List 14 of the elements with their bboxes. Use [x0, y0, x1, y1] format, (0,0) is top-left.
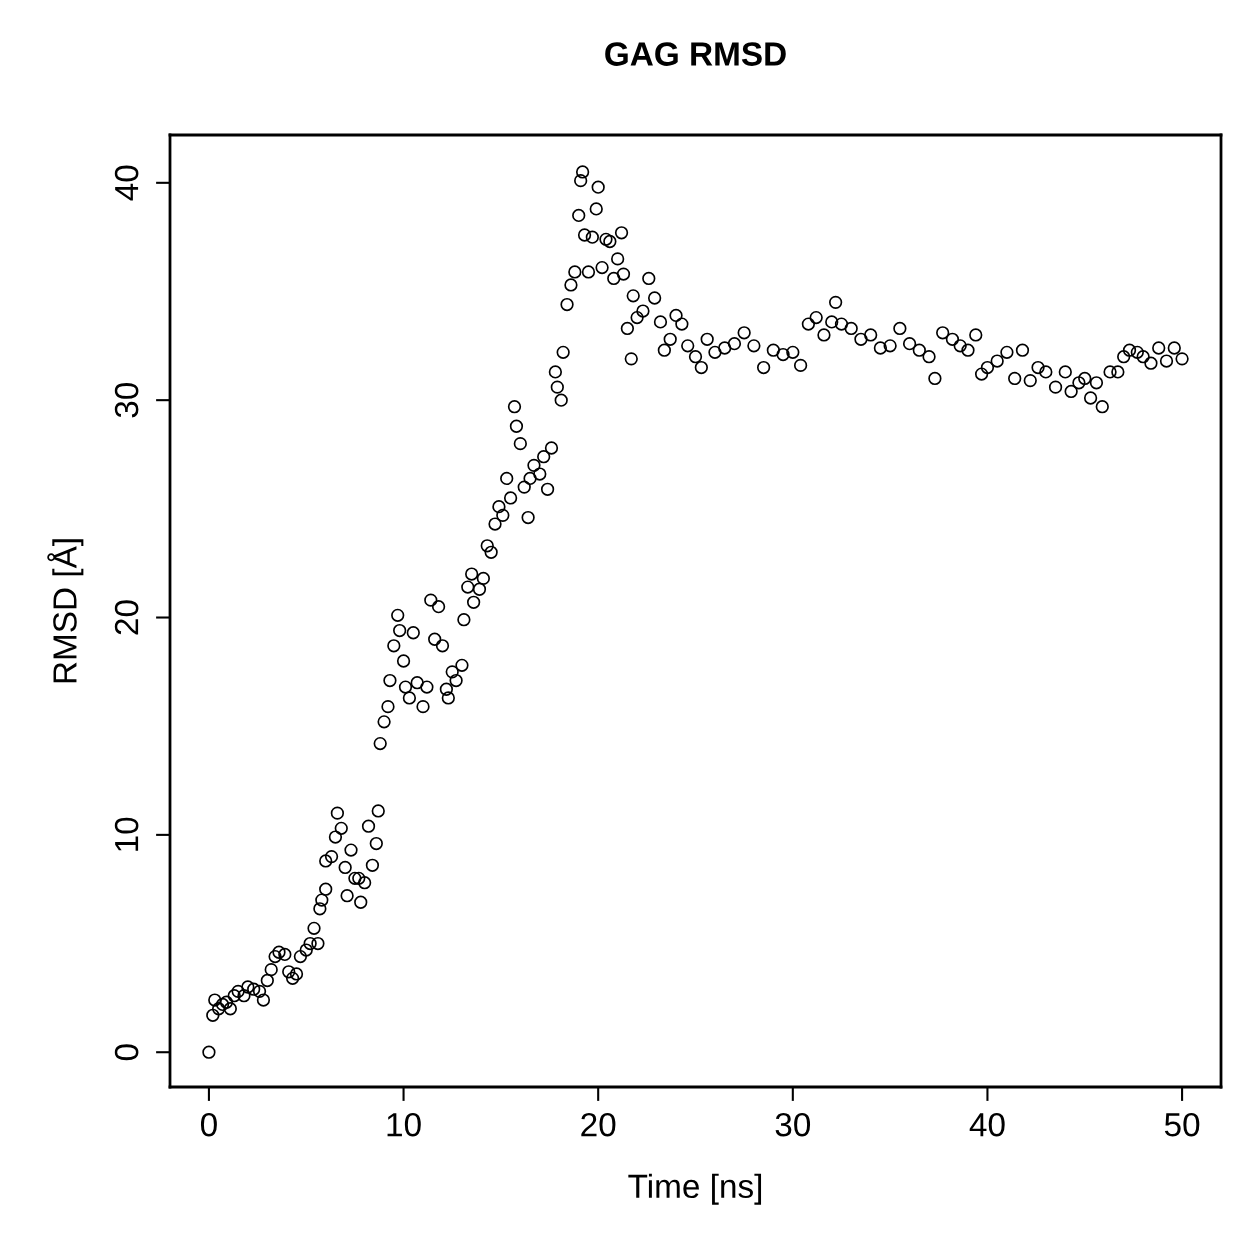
- x-tick-label: 40: [969, 1112, 1005, 1137]
- y-tick-label: 30: [114, 382, 139, 418]
- y-tick-label: 40: [114, 165, 139, 201]
- y-tick-label: 20: [114, 600, 139, 635]
- y-tick-label: 10: [114, 817, 139, 851]
- x-tick-label: 20: [581, 1112, 616, 1137]
- x-tick-label: 10: [387, 1112, 421, 1137]
- x-tick-label: 30: [775, 1112, 811, 1137]
- x-axis-title: Time [ns]: [628, 1173, 762, 1205]
- y-axis-title: RMSD [Å]: [47, 539, 84, 683]
- x-tick-label: 0: [200, 1112, 217, 1137]
- chart-title: GAG RMSD: [605, 42, 786, 66]
- y-tick-label: 0: [114, 1044, 139, 1061]
- x-tick-label: 50: [1164, 1112, 1200, 1137]
